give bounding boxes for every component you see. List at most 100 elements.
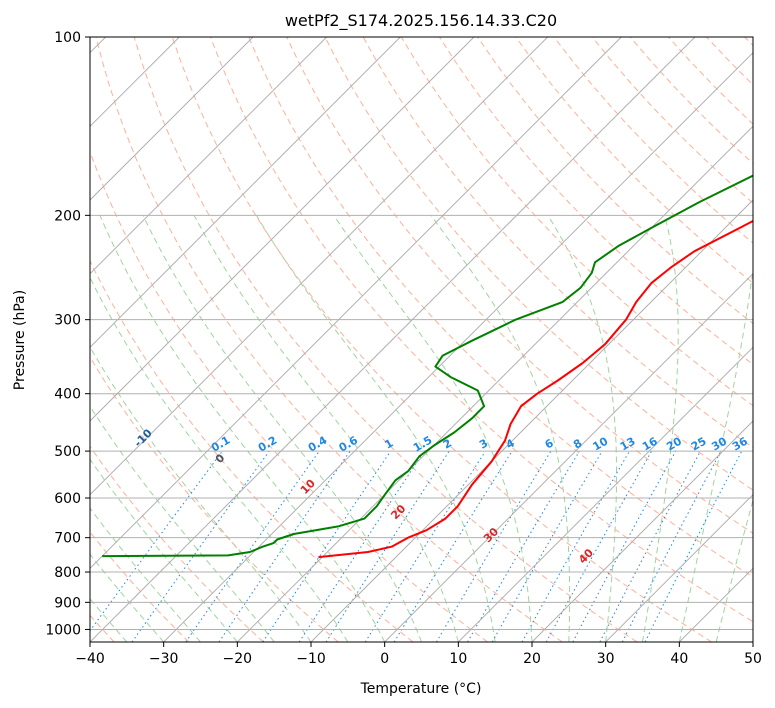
dry-adiabat-line: [210, 37, 753, 623]
mixing-ratio-line: [90, 450, 223, 632]
moist-adiabat-line: [90, 405, 275, 642]
dry-adiabat-line: [90, 259, 414, 642]
mixing-ratio-line: [521, 450, 630, 642]
isotherm-line: [90, 37, 254, 201]
dry-adiabats: [90, 37, 753, 642]
x-tick-label: 10: [449, 651, 467, 667]
y-tick-label: 200: [54, 208, 81, 224]
dry-adiabat-line: [706, 37, 753, 86]
mixing-ratio-label: 6: [543, 436, 556, 451]
moist-adiabat-line: [90, 345, 312, 642]
mixing-ratio-line: [131, 450, 270, 642]
x-tick-label: 50: [744, 651, 762, 667]
isotherm-line: [310, 199, 753, 642]
dry-adiabat-line: [133, 37, 638, 642]
dry-adiabat-line: [95, 37, 563, 642]
dry-adiabat-line: [438, 37, 753, 366]
profiles: [102, 174, 753, 559]
x-tick-label: −30: [149, 651, 179, 667]
dry-adiabat-label: 40: [576, 546, 596, 566]
moist-adiabat-line: [90, 507, 201, 642]
chart-title: wetPf2_S174.2025.156.14.33.C20: [285, 11, 557, 31]
moist-adiabat-line: [90, 276, 349, 642]
y-tick-label: 700: [54, 531, 81, 547]
plot-area: 0.10.20.40.611.52346810131620253036-100-…: [0, 37, 753, 642]
dry-adiabat-line: [171, 37, 712, 642]
dry-adiabat-line: [90, 445, 264, 642]
isotherm-line: [90, 37, 401, 349]
dry-adiabat-line: [591, 37, 753, 204]
isotherm-line: [457, 346, 753, 642]
mixing-ratio-line: [298, 450, 425, 642]
isotherm-line: [90, 37, 475, 422]
isotherm-line: [678, 567, 753, 642]
dry-adiabat-label: -10: [132, 426, 155, 449]
dry-adiabat-line: [90, 150, 488, 642]
mixing-ratio-lines: [90, 450, 743, 642]
grid: [90, 37, 753, 642]
isotherm-line: [90, 37, 549, 496]
dry-adiabat-line: [324, 37, 753, 491]
dry-adiabat-label: 10: [298, 477, 318, 497]
dry-adiabat-line: [90, 531, 190, 642]
x-tick-label: −40: [75, 651, 105, 667]
axes: −40 −30 −20 −10 0 10 20 30 40 5010020030040050060…: [45, 30, 762, 667]
x-tick-label: −20: [223, 651, 253, 667]
mixing-ratio-line: [325, 450, 450, 642]
moist-adiabat-line: [193, 215, 459, 642]
moist-adiabat-line: [142, 215, 422, 642]
isotherm-line: [163, 51, 753, 642]
dry-adiabat-line: [668, 37, 753, 125]
mixing-ratio-line: [218, 450, 351, 642]
dry-adiabat-label: -20: [66, 418, 89, 441]
moist-adiabat-line: [99, 215, 386, 642]
isotherm-line: [531, 420, 753, 642]
dry-adiabat-line: [286, 37, 753, 534]
moist-adiabat-line: [333, 215, 533, 642]
mixing-ratio-line: [599, 450, 701, 642]
isotherm-line: [90, 37, 622, 570]
mixing-ratio-line: [185, 450, 320, 642]
dry-adiabat-line: [515, 37, 753, 284]
plot-frame: [89, 36, 754, 643]
x-axis-label: Temperature (°C): [360, 681, 482, 697]
y-tick-label: 900: [54, 595, 81, 611]
isotherm-line: [236, 125, 753, 642]
mixing-ratio-line: [364, 450, 486, 642]
mixing-ratio-line: [572, 450, 677, 642]
isotherm-line: [752, 641, 753, 642]
isotherm-line: [90, 37, 696, 642]
y-axis-label: Pressure (hPa): [12, 290, 28, 390]
mixing-ratio-line: [393, 450, 513, 642]
dry-adiabat-label: 20: [388, 502, 408, 522]
dry-adiabat-line: [248, 37, 753, 578]
moist-adiabat-line: [678, 265, 753, 642]
x-tick-label: 20: [523, 651, 541, 667]
moist-adiabat-line: [430, 215, 571, 642]
dry-adiabat-line: [90, 356, 339, 642]
y-tick-label: 100: [54, 30, 81, 46]
dewpoint-profile-line: [102, 174, 753, 558]
moist-adiabat-line: [642, 215, 679, 642]
isotherm-line: [90, 37, 328, 275]
isotherm-line: [605, 493, 753, 642]
x-tick-label: 0: [380, 651, 389, 667]
y-tick-label: 800: [54, 565, 81, 581]
dry-adiabat-line: [744, 37, 753, 47]
moist-adiabat-line: [90, 458, 238, 642]
x-tick-label: 30: [597, 651, 615, 667]
moist-adiabat-line: [547, 215, 617, 642]
y-tick-label: 1000: [45, 622, 81, 638]
y-tick-label: 600: [54, 491, 81, 507]
dry-adiabat-label: -30: [0, 393, 16, 416]
moist-adiabat-line: [90, 553, 165, 642]
dry-adiabat-label: 0: [213, 451, 228, 466]
moist-adiabats: [90, 215, 753, 642]
x-tick-label: −10: [296, 651, 326, 667]
x-tick-label: 40: [670, 651, 688, 667]
isotherm-line: [384, 272, 753, 642]
y-tick-label: 300: [54, 313, 81, 329]
mixing-ratio-line: [262, 450, 392, 642]
temperature-profile-line: [318, 219, 753, 559]
